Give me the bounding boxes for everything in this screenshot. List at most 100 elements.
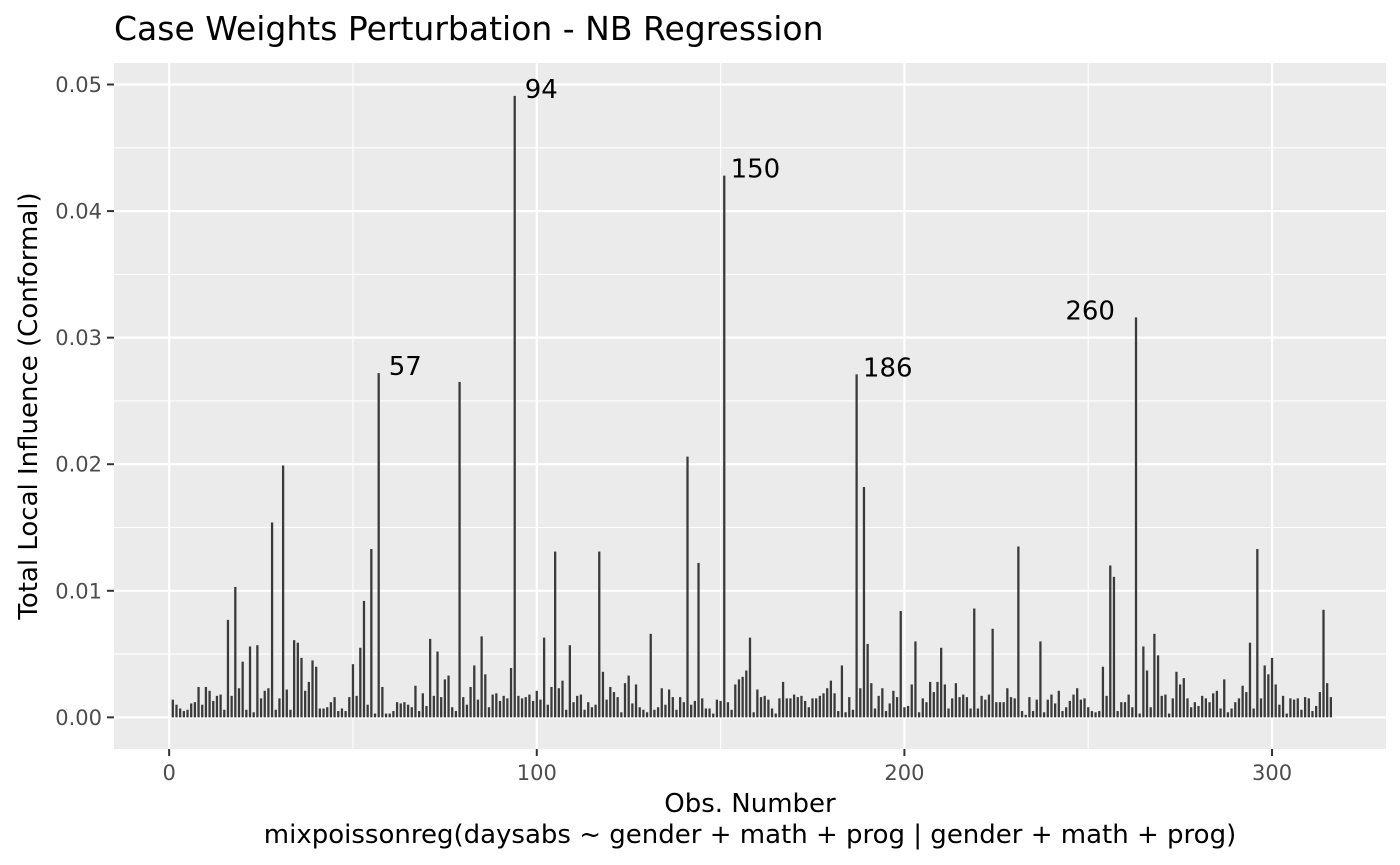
bar xyxy=(1252,708,1255,718)
chart-title: Case Weights Perturbation - NB Regressio… xyxy=(114,9,824,48)
bar xyxy=(417,711,421,718)
bar xyxy=(403,702,406,718)
bar xyxy=(1256,549,1259,718)
annotation-label: 57 xyxy=(389,352,422,382)
bar xyxy=(263,690,266,718)
bar xyxy=(395,702,399,718)
bar xyxy=(620,712,623,718)
bar xyxy=(1245,692,1248,718)
bar xyxy=(245,709,248,718)
bar xyxy=(884,711,888,718)
bar xyxy=(429,638,432,718)
bar xyxy=(1219,708,1222,718)
bar xyxy=(616,697,619,718)
bar xyxy=(388,713,391,718)
bar xyxy=(1131,707,1134,718)
bar xyxy=(598,551,601,718)
bar xyxy=(778,698,781,718)
bar xyxy=(315,666,318,718)
bar xyxy=(792,694,796,718)
bar xyxy=(906,705,910,718)
bar xyxy=(1090,711,1094,718)
bar xyxy=(414,685,417,718)
bar xyxy=(770,708,774,718)
bar xyxy=(1127,694,1130,718)
bar xyxy=(1315,705,1318,718)
bar xyxy=(193,702,197,718)
bar xyxy=(484,674,487,718)
bar xyxy=(638,707,641,718)
bar xyxy=(962,694,965,718)
bar xyxy=(1094,712,1097,718)
bar xyxy=(1098,711,1101,718)
bar xyxy=(903,707,906,718)
bar xyxy=(458,381,461,718)
bar xyxy=(943,684,946,718)
x-tick-label: 100 xyxy=(517,761,557,785)
bar xyxy=(373,713,377,718)
bar xyxy=(1296,698,1299,718)
bar xyxy=(304,690,307,718)
bar xyxy=(1212,693,1215,718)
bar xyxy=(844,712,847,718)
bar xyxy=(186,709,189,718)
bar xyxy=(1289,698,1292,718)
bar xyxy=(1035,699,1038,718)
bar xyxy=(1031,711,1035,718)
bar xyxy=(212,700,215,718)
bar xyxy=(1259,698,1263,718)
bar xyxy=(634,684,638,718)
bar xyxy=(973,608,976,718)
bar xyxy=(1006,688,1009,718)
bar xyxy=(1248,642,1252,718)
bar-series xyxy=(171,95,1332,718)
bar xyxy=(491,694,494,718)
bar xyxy=(693,700,696,718)
bar xyxy=(274,709,277,718)
bar xyxy=(1153,633,1156,718)
y-axis-title: Total Local Influence (Conformal) xyxy=(14,192,44,620)
bar xyxy=(1061,711,1064,718)
bar xyxy=(1230,708,1233,718)
bar xyxy=(682,702,685,718)
bar xyxy=(318,708,322,718)
bar xyxy=(351,664,355,718)
bar xyxy=(818,695,821,718)
y-tick-label: 0.03 xyxy=(55,326,102,350)
y-tick-label: 0.02 xyxy=(55,453,102,477)
bar xyxy=(789,698,792,718)
bar xyxy=(359,647,362,718)
bar xyxy=(940,647,943,718)
bar xyxy=(837,711,840,718)
bar xyxy=(1145,670,1149,718)
bar xyxy=(513,95,516,718)
bar xyxy=(557,688,560,718)
bar xyxy=(1149,707,1152,718)
bar xyxy=(451,707,454,718)
bar xyxy=(237,688,241,718)
bar xyxy=(1101,666,1105,718)
bar xyxy=(785,698,788,718)
bar xyxy=(734,684,737,718)
bar xyxy=(1270,657,1274,718)
bar xyxy=(1300,709,1303,718)
bar xyxy=(1201,695,1204,718)
bar xyxy=(1278,704,1281,718)
bar xyxy=(1186,698,1189,718)
bar xyxy=(796,697,799,718)
bar xyxy=(1318,692,1321,718)
bar xyxy=(1072,694,1075,718)
bar xyxy=(873,708,877,718)
bar xyxy=(171,699,174,718)
bar xyxy=(1322,609,1325,718)
bar xyxy=(1311,711,1314,718)
bar xyxy=(748,637,752,718)
bar xyxy=(1013,698,1016,718)
bar xyxy=(234,586,237,718)
bar xyxy=(667,689,671,718)
bar xyxy=(590,707,594,718)
bar xyxy=(241,661,244,718)
bar xyxy=(370,549,373,718)
bar xyxy=(1050,694,1053,718)
bar xyxy=(811,698,814,718)
